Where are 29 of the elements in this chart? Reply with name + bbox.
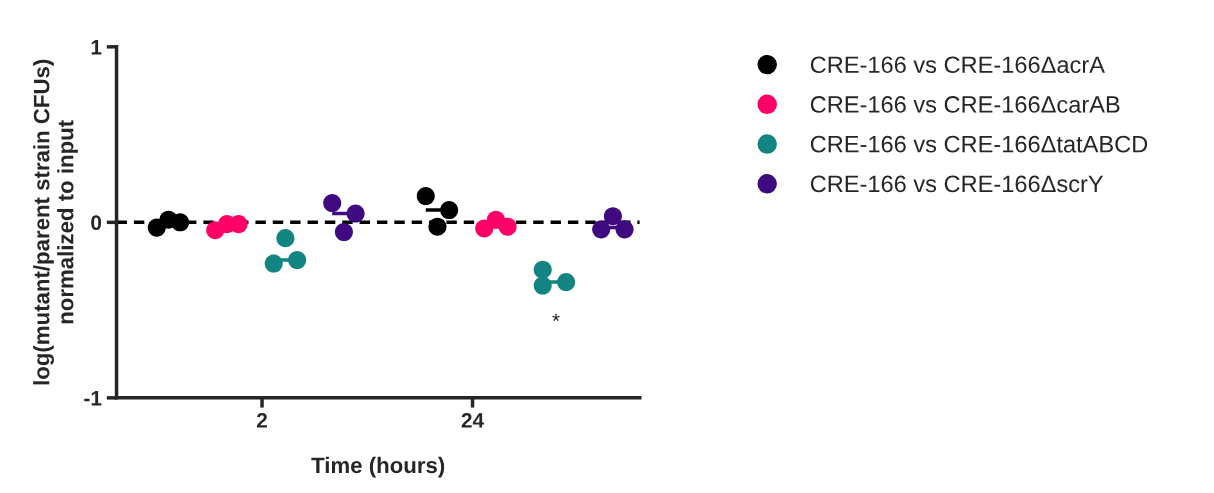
point <box>533 276 552 295</box>
point <box>334 222 353 242</box>
point <box>276 229 295 248</box>
point <box>323 194 342 213</box>
point <box>498 217 517 236</box>
point <box>171 213 190 232</box>
legend-label: CRE-166 vs CRE-166ΔtatABCD <box>810 135 1148 153</box>
point <box>288 251 307 270</box>
x-axis-title: Time (hours) <box>311 456 445 478</box>
y-tick-label: 1 <box>91 40 102 55</box>
point <box>440 201 459 220</box>
point <box>557 272 576 292</box>
point <box>264 254 283 273</box>
point <box>592 220 611 239</box>
x-tick-label: 2 <box>256 412 267 428</box>
legend-label: CRE-166 vs CRE-166ΔacrA <box>810 56 1105 74</box>
point <box>533 260 552 279</box>
x-tick-label: 24 <box>461 412 485 428</box>
y-axis-title: log(mutant/parent strain CFUs) normalized to input <box>33 59 78 385</box>
point <box>603 207 622 226</box>
point <box>416 186 435 206</box>
y-tick-label: -1 <box>84 391 102 406</box>
point <box>428 217 447 236</box>
legend-label: CRE-166 vs CRE-166ΔscrY <box>810 175 1104 193</box>
point <box>346 204 365 223</box>
annotation: * <box>552 313 560 322</box>
y-tick-label: 0 <box>91 215 102 231</box>
point <box>615 220 634 239</box>
legend-label: CRE-166 vs CRE-166ΔcarAB <box>810 96 1120 113</box>
